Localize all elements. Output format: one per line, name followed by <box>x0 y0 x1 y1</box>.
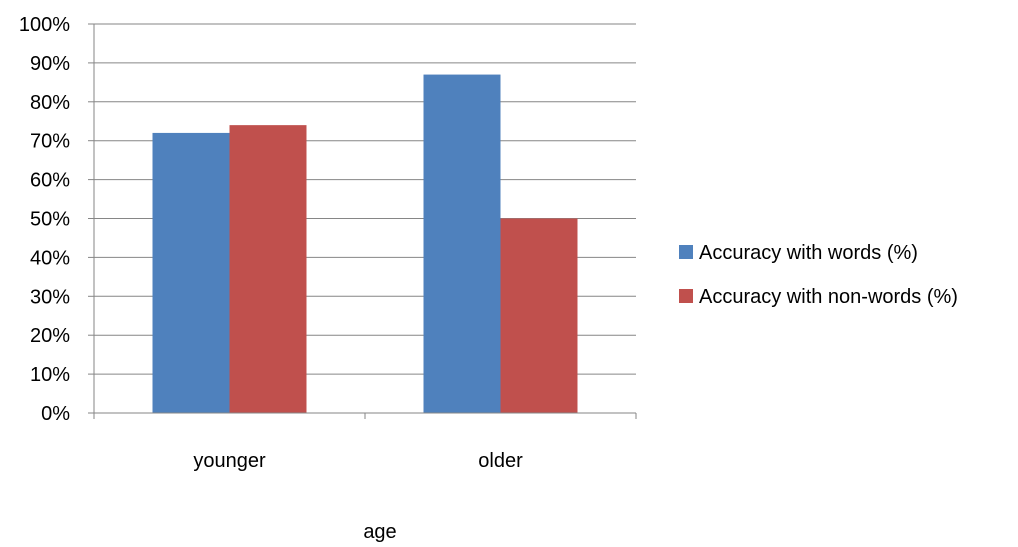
bars <box>152 74 578 414</box>
y-axis-tick-labels: 0% 10% 20% 30% 40% 50% 60% 70% 80% 90% 100% <box>19 14 70 425</box>
y-tick-label: 80% <box>30 92 70 114</box>
y-tick-label: 50% <box>30 209 70 231</box>
legend-label: Accuracy with words (%) <box>699 242 918 264</box>
y-tick-label: 30% <box>30 286 70 308</box>
legend-swatch <box>679 245 693 259</box>
x-axis-tick-labels: younger older <box>193 450 523 472</box>
x-tick-label: older <box>478 450 523 472</box>
legend-swatch <box>679 289 693 303</box>
bar-non-words-younger <box>229 125 307 413</box>
y-tick-label: 20% <box>30 325 70 347</box>
x-axis-title: age <box>363 521 396 542</box>
y-tick-label: 90% <box>30 53 70 75</box>
y-tick-label: 70% <box>30 131 70 153</box>
x-tick-label: younger <box>193 450 266 472</box>
axes <box>88 23 637 419</box>
y-tick-label: 60% <box>30 170 70 192</box>
y-tick-label: 40% <box>30 247 70 269</box>
y-tick-label: 100% <box>19 14 70 36</box>
legend-label: Accuracy with non-words (%) <box>699 286 958 308</box>
bar-words-younger <box>152 132 230 414</box>
y-tick-label: 10% <box>30 364 70 386</box>
y-tick-label: 0% <box>41 403 70 425</box>
bar-words-older <box>423 74 501 413</box>
legend: Accuracy with words (%) Accuracy with non… <box>679 242 958 308</box>
bar-non-words-older <box>500 218 578 413</box>
